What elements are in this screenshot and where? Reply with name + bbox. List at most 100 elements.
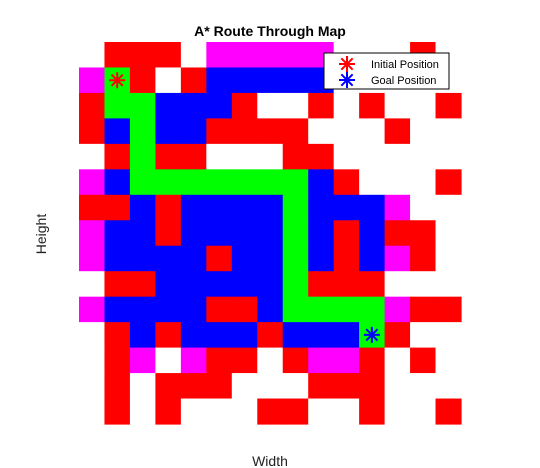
grid-cell <box>206 118 233 145</box>
grid-cell <box>308 220 335 247</box>
grid-cell <box>333 194 360 221</box>
grid-cell <box>333 118 360 145</box>
grid-cell <box>410 194 437 221</box>
grid-cell <box>384 220 411 247</box>
grid-cell <box>231 67 258 94</box>
legend-marker-goal-icon <box>339 72 355 88</box>
grid-cell <box>435 296 462 323</box>
grid-cell <box>206 220 233 247</box>
grid-cell <box>308 373 335 400</box>
grid-cell <box>104 373 131 400</box>
grid-cell <box>359 143 386 170</box>
legend-label-initial: Initial Position <box>371 59 439 71</box>
grid-cell <box>359 398 386 425</box>
grid-cell <box>206 398 233 425</box>
grid-cell <box>435 322 462 349</box>
grid-cell <box>435 398 462 425</box>
grid-cell <box>129 347 156 374</box>
y-axis-label: Height <box>33 214 49 255</box>
grid-cell <box>282 42 309 69</box>
grid-cell <box>435 169 462 196</box>
grid-cell <box>435 194 462 221</box>
grid-cell <box>384 143 411 170</box>
grid-cell <box>79 143 106 170</box>
legend-goal-asterisk-icon <box>339 72 355 88</box>
grid-cell <box>155 194 182 221</box>
grid-cell <box>333 220 360 247</box>
grid-cell <box>231 296 258 323</box>
grid-cell <box>129 42 156 69</box>
grid-cell <box>155 42 182 69</box>
grid-cell <box>79 271 106 298</box>
grid-cell <box>231 398 258 425</box>
grid-cell <box>384 398 411 425</box>
grid-cell <box>104 245 131 272</box>
grid-cell <box>104 118 131 145</box>
grid-cell <box>308 245 335 272</box>
grid-cell <box>410 347 437 374</box>
grid-cell <box>155 373 182 400</box>
goal-position-marker-icon <box>363 326 380 343</box>
grid-cell <box>104 194 131 221</box>
grid-cell <box>257 42 284 69</box>
grid-cell <box>206 296 233 323</box>
grid-cell <box>104 169 131 196</box>
grid-cell <box>155 67 182 94</box>
grid-cell <box>282 398 309 425</box>
grid-cell <box>206 347 233 374</box>
grid-cell <box>155 92 182 119</box>
grid-cell <box>104 143 131 170</box>
grid-cell <box>257 398 284 425</box>
grid-cell <box>282 169 309 196</box>
grid-cell <box>180 118 207 145</box>
grid-cell <box>257 143 284 170</box>
grid-cell <box>79 322 106 349</box>
grid-cell <box>359 347 386 374</box>
grid-cell <box>180 398 207 425</box>
grid-cell <box>308 347 335 374</box>
grid-cell <box>435 373 462 400</box>
grid-cell <box>308 271 335 298</box>
grid-cell <box>129 67 156 94</box>
grid-cell <box>231 118 258 145</box>
grid-cell <box>206 42 233 69</box>
legend-marker-initial-icon <box>339 56 355 72</box>
grid-cell <box>206 245 233 272</box>
grid-cell <box>359 245 386 272</box>
grid-cell <box>384 194 411 221</box>
grid-cell <box>410 398 437 425</box>
grid-cell <box>257 194 284 221</box>
grid-cell <box>384 296 411 323</box>
grid-cell <box>282 92 309 119</box>
grid-cell <box>129 169 156 196</box>
grid-cell <box>206 271 233 298</box>
grid-cell <box>410 143 437 170</box>
legend: Initial Position Goal Position <box>323 52 450 90</box>
markers <box>109 72 380 343</box>
grid-cell <box>129 271 156 298</box>
grid-cell <box>384 245 411 272</box>
grid-cell <box>384 118 411 145</box>
grid-cell <box>384 347 411 374</box>
grid-cell <box>180 67 207 94</box>
grid-cell <box>282 373 309 400</box>
grid-cell <box>257 220 284 247</box>
grid-cell <box>79 118 106 145</box>
legend-initial-asterisk-icon <box>339 56 355 72</box>
grid-cell <box>231 271 258 298</box>
grid-cell <box>410 245 437 272</box>
grid-cell <box>282 322 309 349</box>
grid-cell <box>155 169 182 196</box>
initial-position-marker-icon-stroke <box>110 73 124 87</box>
grid-cell <box>333 271 360 298</box>
grid-cell <box>384 322 411 349</box>
grid-cell <box>359 118 386 145</box>
grid-cell <box>79 169 106 196</box>
x-axis-label: Width <box>252 453 288 468</box>
grid-cell <box>333 347 360 374</box>
grid-cell <box>79 373 106 400</box>
grid-cell <box>104 296 131 323</box>
grid-cell <box>231 194 258 221</box>
grid-cell <box>257 373 284 400</box>
